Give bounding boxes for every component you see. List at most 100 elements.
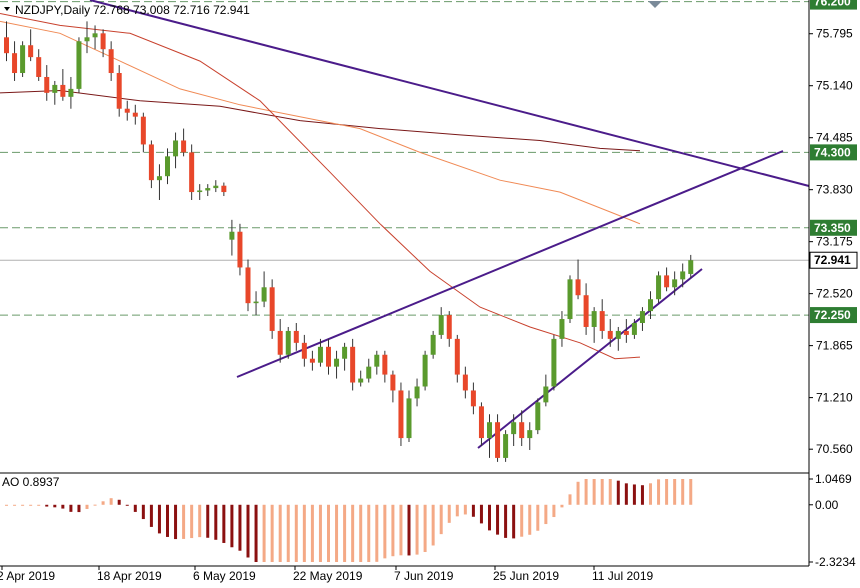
candle-body[interactable] bbox=[100, 33, 106, 50]
ao-bar[interactable] bbox=[359, 504, 363, 562]
candle-body[interactable] bbox=[285, 330, 291, 355]
ao-bar[interactable] bbox=[278, 504, 282, 562]
candle-body[interactable] bbox=[406, 398, 412, 439]
candle-body[interactable] bbox=[253, 301, 259, 304]
ao-bar[interactable] bbox=[69, 504, 73, 512]
candle-body[interactable] bbox=[326, 346, 331, 367]
ao-bar[interactable] bbox=[254, 504, 258, 562]
ao-bar[interactable] bbox=[512, 504, 516, 539]
ao-bar[interactable] bbox=[21, 504, 25, 506]
trendline-descending[interactable] bbox=[89, 0, 810, 187]
ao-bar[interactable] bbox=[117, 499, 121, 505]
candle-body[interactable] bbox=[575, 279, 581, 296]
candle-body[interactable] bbox=[20, 45, 26, 74]
candle-body[interactable] bbox=[551, 338, 557, 387]
candle-body[interactable] bbox=[438, 315, 444, 335]
candle-body[interactable] bbox=[28, 45, 34, 58]
ao-bar[interactable] bbox=[206, 504, 210, 538]
candle-body[interactable] bbox=[648, 299, 653, 312]
ao-bar[interactable] bbox=[53, 504, 57, 508]
ao-bar[interactable] bbox=[616, 480, 620, 505]
ao-bar[interactable] bbox=[37, 504, 41, 506]
candle-body[interactable] bbox=[261, 287, 267, 302]
candle-body[interactable] bbox=[301, 342, 307, 359]
ao-bar[interactable] bbox=[649, 483, 652, 505]
candle-body[interactable] bbox=[60, 84, 66, 97]
candle-body[interactable] bbox=[680, 271, 686, 280]
candle-body[interactable] bbox=[446, 315, 452, 339]
candle-body[interactable] bbox=[688, 260, 694, 274]
ao-bar[interactable] bbox=[246, 504, 250, 558]
trendline-lower[interactable] bbox=[477, 268, 703, 449]
candle-body[interactable] bbox=[422, 354, 428, 387]
ao-bar[interactable] bbox=[109, 498, 113, 505]
ao-bar[interactable] bbox=[536, 504, 540, 531]
ao-bar[interactable] bbox=[182, 504, 186, 539]
ao-bar[interactable] bbox=[383, 504, 387, 559]
ao-bar[interactable] bbox=[270, 504, 274, 562]
candle-body[interactable] bbox=[664, 275, 670, 288]
ao-bar[interactable] bbox=[488, 504, 491, 531]
ao-bar[interactable] bbox=[673, 479, 677, 505]
candle-body[interactable] bbox=[350, 346, 356, 383]
ao-bar[interactable] bbox=[455, 504, 459, 517]
shift-marker-icon[interactable] bbox=[648, 1, 662, 8]
candle-body[interactable] bbox=[607, 330, 613, 339]
candle-body[interactable] bbox=[462, 374, 468, 391]
ao-bar[interactable] bbox=[125, 504, 129, 506]
ao-bar[interactable] bbox=[399, 504, 403, 556]
ao-bar[interactable] bbox=[157, 504, 161, 534]
candle-body[interactable] bbox=[334, 358, 340, 367]
candle-body[interactable] bbox=[454, 338, 460, 375]
ao-bar[interactable] bbox=[447, 504, 451, 523]
candle-body[interactable] bbox=[12, 53, 18, 74]
ao-bar[interactable] bbox=[77, 504, 81, 513]
candle-body[interactable] bbox=[583, 295, 589, 327]
ao-bar[interactable] bbox=[174, 504, 178, 540]
ao-bar[interactable] bbox=[375, 504, 379, 562]
ao-bar[interactable] bbox=[504, 504, 508, 538]
ao-bar[interactable] bbox=[528, 504, 532, 535]
ao-bar[interactable] bbox=[520, 504, 524, 537]
ao-bar[interactable] bbox=[262, 504, 266, 562]
ao-bar[interactable] bbox=[29, 504, 33, 506]
ao-bar[interactable] bbox=[45, 504, 49, 507]
ao-bar[interactable] bbox=[479, 504, 483, 524]
candle-body[interactable] bbox=[374, 354, 380, 367]
candle-body[interactable] bbox=[358, 378, 364, 383]
candle-body[interactable] bbox=[398, 390, 404, 439]
ao-bar[interactable] bbox=[657, 479, 661, 505]
ao-bar[interactable] bbox=[214, 504, 218, 540]
ao-bar[interactable] bbox=[471, 504, 475, 517]
candle-body[interactable] bbox=[317, 346, 323, 363]
candle-body[interactable] bbox=[52, 84, 58, 93]
candle-body[interactable] bbox=[36, 57, 42, 77]
ao-bar[interactable] bbox=[632, 484, 636, 505]
ao-bar[interactable] bbox=[496, 504, 500, 535]
candle-body[interactable] bbox=[92, 33, 98, 38]
ao-bar[interactable] bbox=[600, 479, 604, 505]
candle-body[interactable] bbox=[535, 402, 541, 431]
candle-body[interactable] bbox=[140, 116, 146, 145]
ao-bar[interactable] bbox=[85, 504, 89, 509]
ao-bar[interactable] bbox=[5, 504, 8, 506]
candle-body[interactable] bbox=[615, 330, 621, 339]
ao-bar[interactable] bbox=[640, 485, 644, 505]
ao-bar[interactable] bbox=[198, 504, 202, 538]
candle-body[interactable] bbox=[390, 374, 396, 391]
ao-bar[interactable] bbox=[624, 483, 628, 505]
ao-bar[interactable] bbox=[190, 504, 194, 539]
ao-bar[interactable] bbox=[665, 479, 669, 505]
ao-bar[interactable] bbox=[61, 504, 65, 509]
candle-body[interactable] bbox=[470, 390, 476, 407]
candle-body[interactable] bbox=[511, 422, 517, 435]
candle-body[interactable] bbox=[414, 386, 420, 399]
candle-body[interactable] bbox=[567, 279, 573, 320]
candle-body[interactable] bbox=[221, 185, 227, 193]
ao-bar[interactable] bbox=[101, 501, 105, 505]
candle-body[interactable] bbox=[366, 366, 372, 379]
candle-body[interactable] bbox=[503, 434, 509, 458]
ao-bar[interactable] bbox=[681, 479, 685, 505]
ao-bar[interactable] bbox=[294, 504, 298, 562]
candle-body[interactable] bbox=[165, 156, 170, 177]
